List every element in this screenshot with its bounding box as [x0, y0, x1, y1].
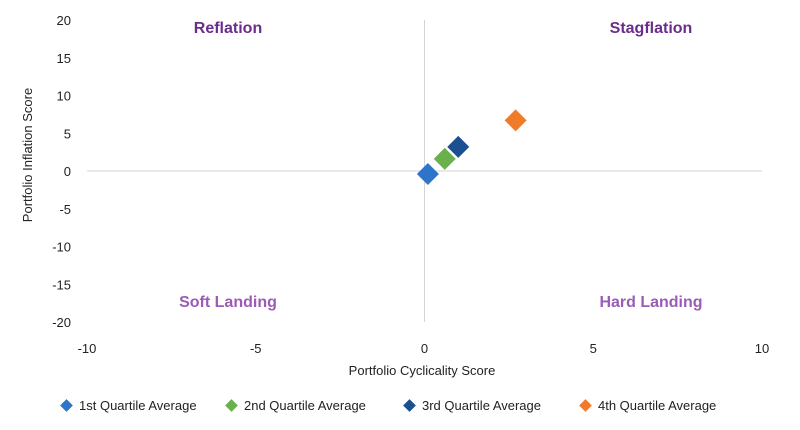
y-tick-label: -10: [52, 240, 71, 255]
legend-item: 4th Quartile Average: [579, 398, 717, 413]
y-tick-label: -20: [52, 315, 71, 330]
x-tick-label: 10: [755, 341, 769, 356]
legend: 1st Quartile Average 2nd Quartile Average…: [60, 398, 762, 418]
x-tick-labels: -10 -5 0 5 10: [78, 341, 770, 356]
legend-marker-icon: [403, 399, 416, 412]
legend-label: 2nd Quartile Average: [244, 398, 366, 413]
x-tick-label: 0: [421, 341, 428, 356]
y-tick-label: 15: [57, 51, 71, 66]
y-tick-label: -15: [52, 277, 71, 292]
x-tick-label: 5: [590, 341, 597, 356]
y-tick-labels: 20 15 10 5 0 -5 -10 -15 -20: [52, 13, 71, 330]
legend-marker-icon: [60, 399, 73, 412]
data-point: [433, 147, 456, 170]
data-point: [416, 163, 439, 186]
y-tick-label: 0: [64, 164, 71, 179]
legend-label: 3rd Quartile Average: [422, 398, 541, 413]
data-point: [447, 135, 470, 158]
quadrant-label-reflation: Reflation: [194, 20, 262, 37]
x-tick-label: -5: [250, 341, 262, 356]
y-tick-label: 5: [64, 126, 71, 141]
data-points: [416, 109, 527, 186]
legend-item: 1st Quartile Average: [60, 398, 197, 413]
legend-label: 1st Quartile Average: [79, 398, 197, 413]
legend-item: 2nd Quartile Average: [225, 398, 366, 413]
y-tick-label: 20: [57, 13, 71, 28]
data-point: [504, 109, 527, 132]
quadrant-label-soft-landing: Soft Landing: [179, 294, 277, 311]
legend-item: 3rd Quartile Average: [403, 398, 541, 413]
y-tick-label: -5: [59, 202, 71, 217]
legend-marker-icon: [579, 399, 592, 412]
x-axis-title: Portfolio Cyclicality Score: [349, 363, 496, 378]
y-tick-label: 10: [57, 89, 71, 104]
legend-marker-icon: [225, 399, 238, 412]
x-tick-label: -10: [78, 341, 97, 356]
quadrant-label-stagflation: Stagflation: [610, 20, 693, 37]
y-axis-title: Portfolio Inflation Score: [20, 88, 35, 222]
legend-label: 4th Quartile Average: [598, 398, 717, 413]
quadrant-label-hard-landing: Hard Landing: [599, 294, 702, 311]
